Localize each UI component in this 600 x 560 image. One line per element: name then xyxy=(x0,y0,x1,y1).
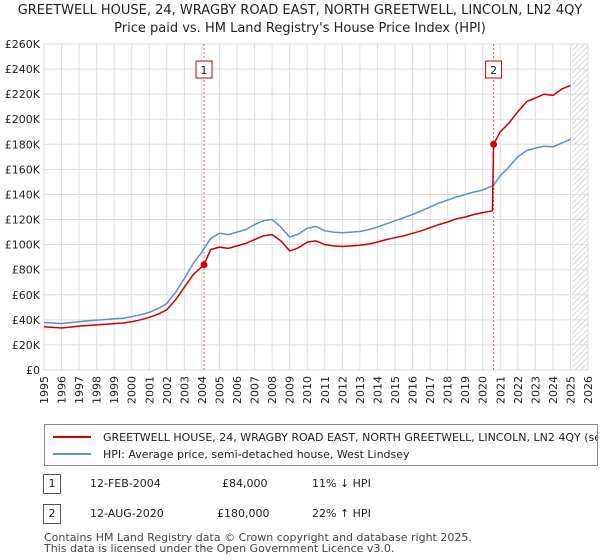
x-tick-label: 2021 xyxy=(494,376,507,404)
y-tick-label: £260K xyxy=(5,38,41,51)
sale-number-badge: 2 xyxy=(43,504,61,524)
sale-date: 12-FEB-2004 xyxy=(90,477,161,490)
sale-marker-label: 2 xyxy=(490,64,497,77)
x-tick-label: 2003 xyxy=(178,376,191,404)
y-tick-label: £180K xyxy=(5,138,41,151)
x-tick-label: 2006 xyxy=(231,376,244,404)
footer-copyright: Contains HM Land Registry data © Crown c… xyxy=(44,531,472,544)
x-tick-label: 2015 xyxy=(389,376,402,404)
hpi-line xyxy=(43,138,571,325)
x-tick-label: 1995 xyxy=(38,376,51,404)
x-tick-label: 2023 xyxy=(529,376,542,404)
legend-label-hpi: HPI: Average price, semi-detached house,… xyxy=(103,447,410,461)
sale-point xyxy=(490,140,498,148)
sale-date: 12-AUG-2020 xyxy=(90,507,164,520)
y-tick-label: £160K xyxy=(5,163,41,176)
sale-price: £84,000 xyxy=(222,477,268,490)
x-tick-label: 2014 xyxy=(371,376,384,404)
x-tick-label: 2005 xyxy=(213,376,226,404)
chart-subtitle: Price paid vs. HM Land Registry's House … xyxy=(114,21,486,36)
y-tick-label: £0 xyxy=(26,364,40,377)
x-tick-label: 1998 xyxy=(91,376,104,404)
legend-item-hpi: HPI: Average price, semi-detached house,… xyxy=(53,446,410,462)
sale-point xyxy=(200,261,208,269)
legend-label-property: GREETWELL HOUSE, 24, WRAGBY ROAD EAST, N… xyxy=(103,430,597,444)
x-tick-label: 2004 xyxy=(196,376,209,404)
y-tick-label: £140K xyxy=(5,188,41,201)
x-tick-label: 2020 xyxy=(477,376,490,404)
x-tick-label: 2002 xyxy=(161,376,174,404)
y-tick-label: £240K xyxy=(5,63,41,76)
x-tick-label: 2017 xyxy=(424,376,437,404)
y-tick-label: £200K xyxy=(5,113,41,126)
sale-marker-label: 1 xyxy=(201,64,208,77)
plot-area xyxy=(44,44,588,370)
x-tick-label: 2025 xyxy=(564,376,577,404)
chart-title: GREETWELL HOUSE, 24, WRAGBY ROAD EAST, N… xyxy=(17,3,583,18)
x-tick-label: 1997 xyxy=(73,376,86,404)
legend-swatch-hpi xyxy=(53,453,91,455)
sale-price: £180,000 xyxy=(217,507,270,520)
x-tick-label: 2000 xyxy=(126,376,139,404)
legend: GREETWELL HOUSE, 24, WRAGBY ROAD EAST, N… xyxy=(44,424,598,466)
y-tick-label: £40K xyxy=(12,314,41,327)
future-shade xyxy=(572,44,588,370)
x-tick-label: 2010 xyxy=(301,376,314,404)
x-tick-label: 2019 xyxy=(459,376,472,404)
x-tick-label: 2001 xyxy=(143,376,156,404)
table-row: 1 12-FEB-2004 £84,000 11% ↓ HPI xyxy=(0,474,600,494)
x-tick-label: 2007 xyxy=(249,376,262,404)
legend-item-property: GREETWELL HOUSE, 24, WRAGBY ROAD EAST, N… xyxy=(53,429,597,445)
y-tick-label: £60K xyxy=(12,289,41,302)
sale-marker-box xyxy=(195,60,213,79)
y-tick-label: £80K xyxy=(12,264,41,277)
y-tick-label: £20K xyxy=(12,339,41,352)
sale-hpi-diff: 22% ↑ HPI xyxy=(312,507,371,520)
x-tick-label: 2009 xyxy=(284,376,297,404)
x-tick-label: 2018 xyxy=(442,376,455,404)
x-tick-label: 2016 xyxy=(407,376,420,404)
sale-hpi-diff: 11% ↓ HPI xyxy=(312,477,371,490)
footer-licence: This data is licensed under the Open Gov… xyxy=(44,542,395,555)
x-tick-label: 2024 xyxy=(547,376,560,404)
price-chart: 1 2 £0 £20K £40K £60K £80K £100K £120K £140K £160… xyxy=(5,38,595,404)
x-tick-label: 1999 xyxy=(108,376,121,404)
sale-number-badge: 1 xyxy=(43,474,61,494)
table-row: 2 12-AUG-2020 £180,000 22% ↑ HPI xyxy=(0,504,600,524)
x-tick-label: 2022 xyxy=(512,376,525,404)
sale-marker-box xyxy=(485,60,503,79)
x-tick-label: 2008 xyxy=(266,376,279,404)
y-tick-label: £120K xyxy=(5,214,41,227)
x-tick-label: 2011 xyxy=(319,376,332,404)
x-tick-label: 2026 xyxy=(582,376,595,404)
legend-swatch-property xyxy=(53,436,91,438)
x-tick-label: 2012 xyxy=(336,376,349,404)
property-price-line xyxy=(43,84,571,329)
y-tick-label: £220K xyxy=(5,88,41,101)
y-tick-label: £100K xyxy=(5,239,41,252)
x-tick-label: 1996 xyxy=(56,376,69,404)
x-tick-label: 2013 xyxy=(354,376,367,404)
